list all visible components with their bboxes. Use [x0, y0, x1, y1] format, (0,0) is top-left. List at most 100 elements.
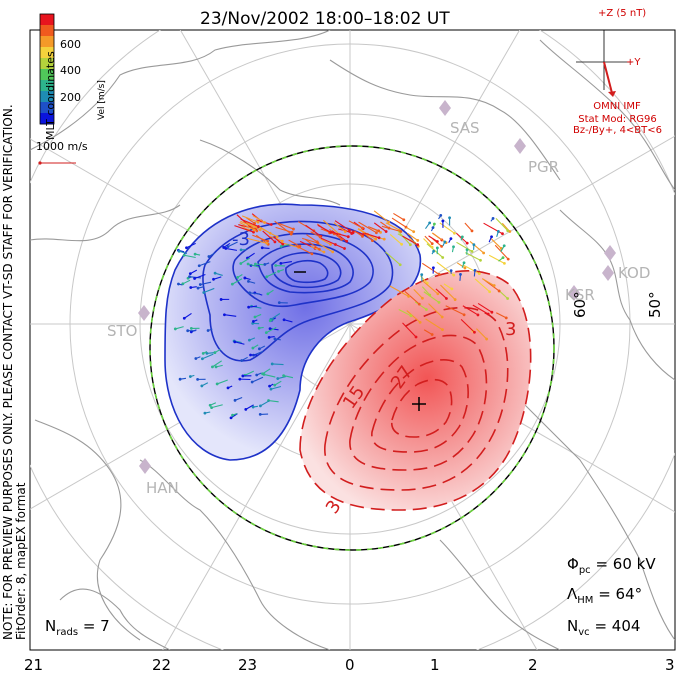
velocity-vector-origin: [488, 290, 492, 294]
preview-note: NOTE: FOR PREVIEW PURPOSES ONLY. PLEASE …: [1, 60, 28, 640]
velocity-vector-origin: [377, 236, 381, 240]
velocity-vector-origin: [173, 327, 177, 331]
velocity-vector: [423, 238, 433, 248]
velocity-vector-origin: [211, 365, 214, 369]
velocity-vector: [216, 379, 228, 385]
velocity-vector-origin: [213, 271, 217, 275]
velocity-vector: [476, 328, 488, 340]
velocity-vector-origin: [425, 308, 428, 311]
velocity-vector-origin: [269, 387, 273, 391]
velocity-vector: [202, 353, 214, 360]
velocity-vector-origin: [501, 256, 505, 260]
velocity-vector-origin: [224, 247, 228, 250]
velocity-vector-origin: [246, 262, 250, 266]
velocity-vector: [272, 363, 284, 366]
velocity-vector: [358, 221, 377, 234]
velocity-vector-origin: [268, 327, 272, 331]
velocity-vector: [320, 237, 336, 246]
velocity-vector-origin: [282, 374, 286, 377]
velocity-vector-origin: [248, 338, 251, 342]
velocity-vector: [225, 247, 238, 251]
velocity-vector-origin: [506, 257, 510, 261]
velocity-vector-origin: [257, 326, 261, 330]
velocity-vector-origin: [189, 327, 193, 330]
velocity-vector-origin: [430, 242, 434, 245]
velocity-vector: [320, 238, 331, 245]
velocity-vector-origin: [322, 250, 326, 254]
lambda-hm: ΛHM = 64°: [567, 585, 643, 606]
velocity-vector: [422, 280, 439, 295]
radar-stations: [138, 100, 616, 474]
velocity-vector-origin: [482, 251, 486, 255]
contour-label-pos-outer: 3: [505, 319, 516, 340]
velocity-vector-origin: [267, 335, 271, 339]
velocity-vector-origin: [298, 244, 302, 248]
velocity-vector-origin: [255, 373, 259, 377]
velocity-vector-origin: [440, 244, 444, 248]
velocity-vector: [472, 304, 489, 315]
colorbar-segment: [40, 14, 54, 26]
velocity-vector: [305, 224, 322, 237]
velocity-vector-origin: [361, 235, 364, 238]
velocity-vector: [424, 235, 433, 244]
colorbar-border: [39, 13, 55, 125]
velocity-vector-origin: [255, 229, 259, 233]
velocity-vector-origin: [476, 313, 480, 317]
velocity-vector: [262, 230, 276, 243]
velocity-vector: [232, 278, 243, 285]
imf-source: OMNI IMF: [593, 101, 641, 112]
velocity-vector-origin: [256, 225, 260, 228]
velocity-vector-origin: [253, 262, 257, 266]
velocity-vector-origin: [186, 329, 190, 333]
colorbar-tick-200: 200: [60, 91, 81, 104]
velocity-vector-origin: [263, 263, 267, 266]
velocity-vector-origin: [496, 230, 500, 233]
velocity-vector: [460, 318, 475, 333]
velocity-vector: [274, 220, 292, 235]
velocity-vector-origin: [182, 316, 186, 320]
velocity-vector-origin: [259, 404, 262, 408]
velocity-vector: [495, 218, 509, 231]
velocity-vector-origin: [435, 240, 439, 243]
velocity-vector-origin: [485, 337, 489, 341]
imf-model: Stat Mod: RG96: [578, 114, 657, 125]
velocity-vector-origin: [437, 300, 441, 304]
velocity-vector-origin: [412, 230, 416, 234]
coastlines: [30, 30, 675, 650]
colorbar-segment: [40, 47, 54, 59]
velocity-vector: [234, 341, 245, 345]
colorbar-segment: [40, 58, 54, 70]
velocity-vector-origin: [223, 313, 226, 317]
lat-label-50: 50°: [646, 291, 664, 318]
velocity-vector: [481, 278, 495, 287]
velocity-vector: [413, 289, 423, 299]
velocity-vector-origin: [431, 266, 435, 270]
velocity-vector-origin: [432, 222, 436, 226]
velocity-vector: [398, 309, 412, 317]
velocity-vector: [194, 274, 206, 279]
colorbar-label: Vel [m/s]: [97, 80, 107, 120]
n-vc: Nvc = 404: [567, 617, 641, 638]
velocity-vector-origin: [256, 220, 260, 224]
velocity-vector: [241, 215, 259, 223]
velocity-vector-origin: [416, 239, 420, 242]
velocity-vector-origin: [445, 297, 448, 300]
velocity-vector-origin: [196, 377, 199, 381]
velocity-vector: [283, 375, 294, 379]
n-vc-value: = 404: [594, 617, 641, 635]
velocity-vector: [435, 288, 447, 299]
velocity-vector-origin: [450, 287, 454, 291]
velocity-vector-origin: [277, 269, 280, 273]
plot-title: 23/Nov/2002 18:00–18:02 UT: [200, 9, 450, 29]
velocity-vector: [389, 234, 402, 245]
velocity-vector-origin: [348, 228, 351, 232]
velocity-vector: [323, 219, 340, 235]
velocity-vector: [443, 283, 453, 290]
velocity-vector-origin: [387, 220, 391, 224]
velocity-vector-origin: [207, 255, 211, 258]
velocity-vector-origin: [436, 292, 440, 296]
velocity-vector-origin: [492, 284, 496, 287]
velocity-vector: [364, 232, 380, 239]
velocity-vector-origin: [231, 413, 234, 417]
